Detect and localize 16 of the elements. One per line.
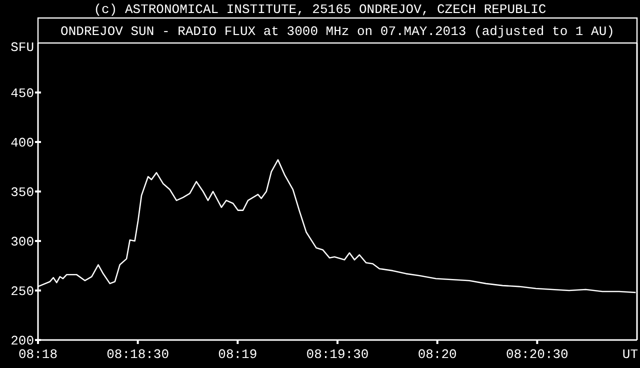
x-tick-label: 08:18: [18, 347, 58, 362]
x-tick-label: 08:19:30: [306, 347, 369, 362]
y-tick-label: 350: [10, 185, 34, 200]
x-tick-label: 08:20:30: [506, 347, 568, 362]
y-tick-label: 300: [10, 234, 34, 250]
chart-title: (c) ASTRONOMICAL INSTITUTE, 25165 ONDREJOV, CZECH REPUBLIC: [94, 2, 546, 17]
x-tick-label: 08:18:30: [106, 347, 170, 362]
y-axis-title: SFU: [10, 40, 34, 55]
x-axis-title: UT: [622, 347, 638, 362]
x-tick-label: 08:19: [218, 347, 258, 362]
x-tick-label: 08:20: [418, 347, 457, 362]
chart-subtitle: ONDREJOV SUN - RADIO FLUX at 3000 MHz on 07.MAY.2013 (adjusted to 1 AU): [60, 24, 614, 39]
y-tick-label: 250: [10, 284, 34, 300]
y-tick-label: 400: [10, 136, 34, 151]
y-tick-label: 450: [10, 86, 34, 102]
y-tick-label: 200: [10, 334, 34, 349]
